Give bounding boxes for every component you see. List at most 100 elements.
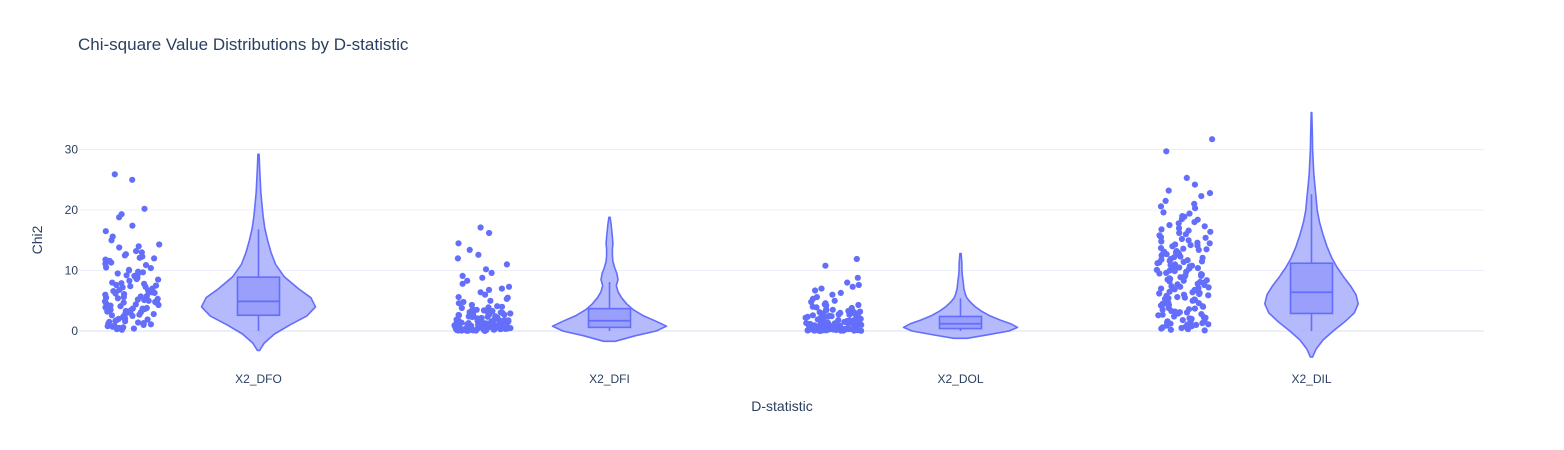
data-point bbox=[1172, 241, 1179, 248]
data-point bbox=[141, 280, 148, 287]
data-point bbox=[154, 300, 161, 307]
data-point bbox=[1198, 271, 1205, 278]
data-point bbox=[114, 270, 121, 277]
data-point bbox=[147, 265, 154, 272]
data-point bbox=[151, 289, 158, 296]
data-point bbox=[1187, 242, 1194, 249]
data-point bbox=[1184, 321, 1191, 328]
data-point bbox=[455, 311, 462, 319]
data-point bbox=[451, 322, 458, 329]
data-point bbox=[104, 308, 111, 315]
data-point bbox=[1157, 203, 1165, 210]
data-point bbox=[1203, 277, 1210, 284]
data-point bbox=[466, 309, 473, 316]
data-point bbox=[142, 262, 150, 269]
data-point bbox=[106, 257, 113, 264]
data-point bbox=[130, 325, 137, 332]
y-tick-label: 30 bbox=[65, 143, 79, 157]
data-point bbox=[1175, 225, 1183, 232]
data-point bbox=[855, 301, 862, 309]
data-point bbox=[147, 321, 154, 328]
data-point bbox=[113, 281, 120, 289]
data-point bbox=[822, 300, 829, 307]
data-point bbox=[118, 211, 125, 218]
data-point bbox=[835, 311, 842, 318]
data-point bbox=[118, 280, 125, 287]
data-point bbox=[1165, 187, 1172, 194]
data-point bbox=[855, 281, 862, 289]
data-point bbox=[475, 251, 482, 258]
category-group-x2-dol bbox=[802, 252, 1019, 340]
data-point bbox=[846, 317, 853, 324]
data-point bbox=[109, 323, 116, 330]
data-point bbox=[482, 266, 490, 273]
data-point bbox=[1157, 234, 1165, 241]
x-tick-label: X2_DFO bbox=[235, 372, 282, 386]
data-point bbox=[113, 317, 120, 324]
data-point bbox=[1160, 209, 1167, 216]
data-point bbox=[818, 312, 825, 319]
data-point bbox=[1163, 251, 1170, 258]
data-point bbox=[134, 271, 141, 278]
violin-shape bbox=[551, 216, 668, 343]
data-point bbox=[1180, 291, 1188, 298]
data-point bbox=[121, 291, 128, 298]
data-point bbox=[1157, 245, 1165, 252]
data-point bbox=[111, 171, 118, 178]
category-group-x2-dil bbox=[1153, 111, 1359, 358]
data-point bbox=[1194, 216, 1201, 223]
data-point bbox=[156, 241, 163, 248]
data-point bbox=[831, 297, 838, 304]
data-point bbox=[1177, 283, 1184, 290]
data-point bbox=[837, 289, 844, 296]
data-point bbox=[122, 318, 129, 325]
data-point bbox=[849, 283, 856, 290]
data-point bbox=[1184, 257, 1191, 264]
data-point bbox=[829, 306, 836, 313]
data-point bbox=[1164, 276, 1171, 283]
data-point bbox=[806, 321, 813, 328]
data-point bbox=[466, 246, 473, 253]
data-point bbox=[1179, 317, 1186, 324]
data-point bbox=[126, 277, 133, 284]
data-point bbox=[1186, 315, 1193, 322]
gridlines bbox=[80, 149, 1484, 332]
data-point bbox=[485, 304, 492, 311]
data-point bbox=[1182, 231, 1189, 238]
data-point bbox=[125, 267, 133, 274]
data-point bbox=[463, 327, 470, 334]
data-point bbox=[101, 298, 109, 305]
data-point bbox=[494, 303, 501, 310]
data-point bbox=[473, 327, 480, 334]
data-point bbox=[1163, 148, 1170, 155]
box-iqr bbox=[938, 315, 983, 330]
data-point bbox=[1175, 220, 1182, 227]
data-point bbox=[828, 313, 835, 320]
data-point bbox=[1206, 240, 1213, 247]
data-point bbox=[1171, 266, 1178, 273]
data-point bbox=[135, 319, 142, 326]
data-point bbox=[1201, 281, 1208, 289]
data-point bbox=[1162, 197, 1169, 204]
data-point bbox=[1209, 136, 1216, 143]
data-point bbox=[814, 325, 821, 332]
data-point bbox=[453, 326, 460, 334]
data-point bbox=[122, 307, 129, 315]
data-point bbox=[129, 176, 136, 183]
data-point bbox=[127, 283, 134, 290]
data-point bbox=[1178, 235, 1185, 243]
data-point bbox=[152, 282, 160, 289]
y-axis: 0 10 20 30 bbox=[65, 143, 79, 339]
data-point bbox=[1198, 258, 1206, 265]
data-point bbox=[141, 205, 148, 212]
data-point bbox=[1163, 322, 1170, 329]
data-point bbox=[110, 288, 117, 295]
data-point bbox=[120, 299, 127, 306]
data-point bbox=[1191, 296, 1198, 303]
data-point bbox=[503, 325, 510, 332]
data-point bbox=[123, 272, 130, 279]
x-axis-title: D-statistic bbox=[751, 398, 812, 414]
chart-title: Chi-square Value Distributions by D-stat… bbox=[78, 35, 409, 54]
data-point bbox=[139, 305, 146, 312]
